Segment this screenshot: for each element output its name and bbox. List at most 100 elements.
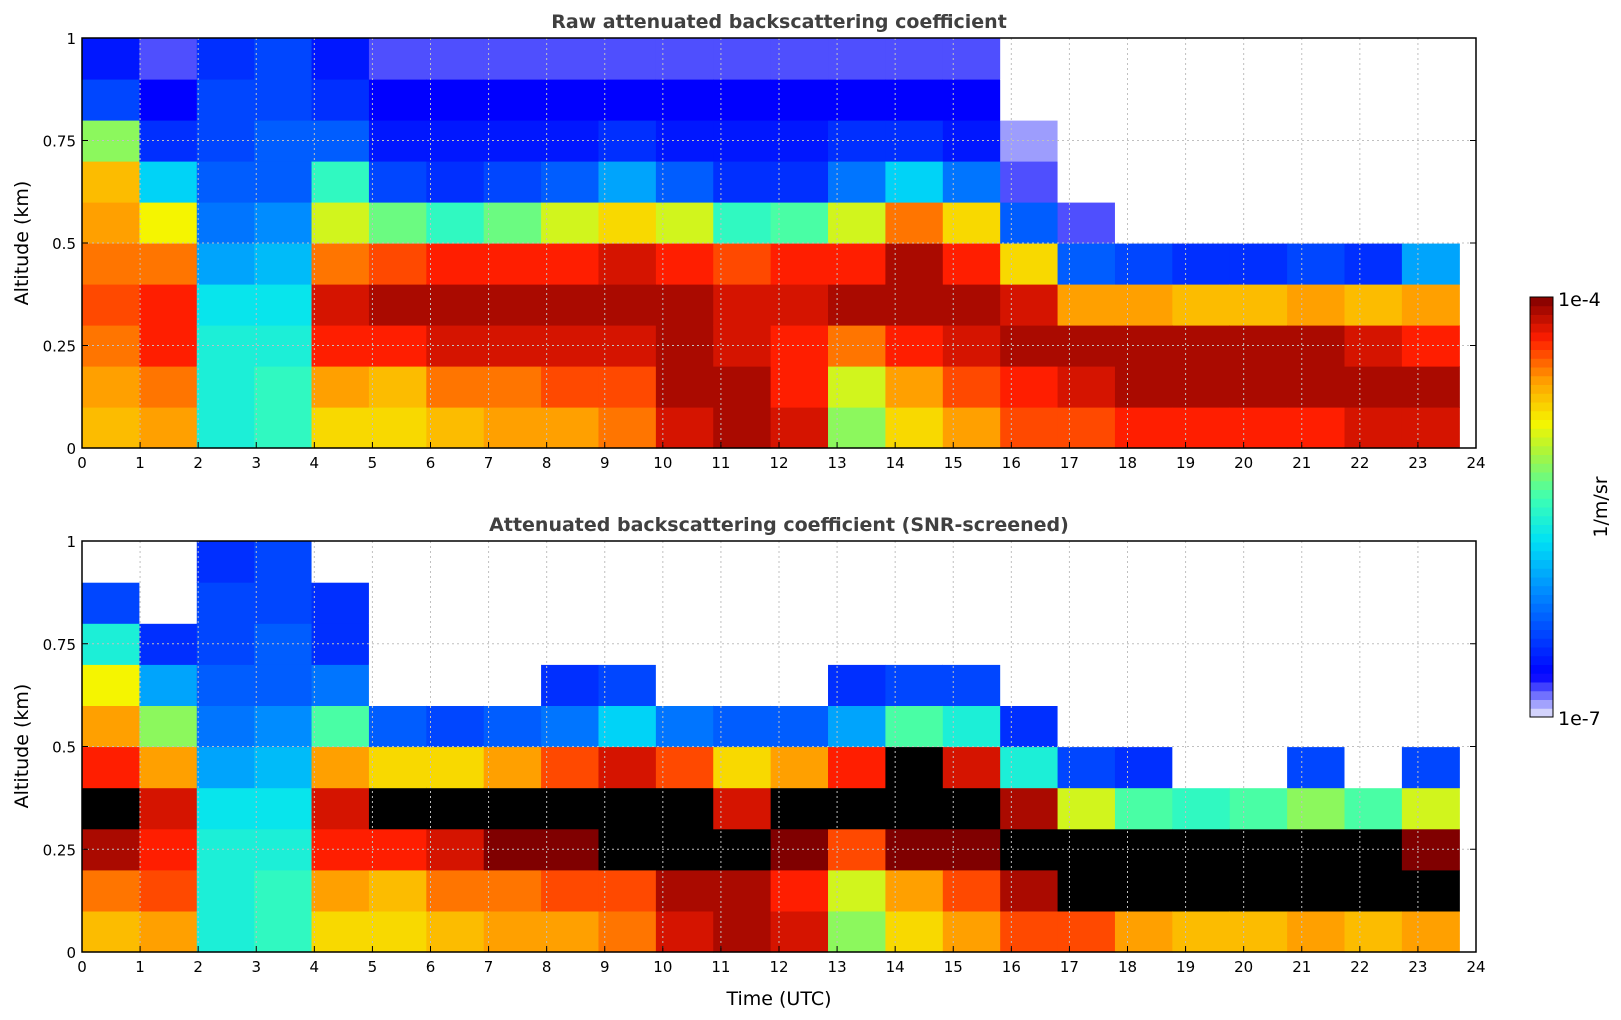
heatmap-cell xyxy=(426,541,485,583)
heatmap-cell xyxy=(196,284,255,326)
colorbar-segment xyxy=(1530,533,1553,543)
heatmap-cell xyxy=(254,284,313,326)
heatmap-cell xyxy=(82,79,140,121)
heatmap-cell xyxy=(1344,243,1403,285)
heatmap-cell xyxy=(483,407,542,449)
heatmap-cell xyxy=(1401,79,1460,121)
heatmap-cell xyxy=(1287,407,1346,449)
heatmap-cell xyxy=(1057,746,1116,789)
colorbar-segment xyxy=(1530,638,1553,648)
heatmap-cell xyxy=(368,869,427,912)
top-plot-title: Raw attenuated backscattering coefficien… xyxy=(551,11,1007,33)
heatmap-cell xyxy=(1172,202,1231,244)
heatmap-cell xyxy=(1000,910,1059,953)
heatmap-cell xyxy=(655,705,714,748)
heatmap-cell xyxy=(82,828,140,871)
colorbar-segment xyxy=(1530,323,1553,333)
heatmap-cell xyxy=(1172,582,1231,624)
heatmap-cell xyxy=(942,664,1001,706)
x-tick-label: 11 xyxy=(711,958,730,976)
heatmap-cell xyxy=(770,910,829,953)
heatmap-cell xyxy=(1172,407,1231,449)
heatmap-cell xyxy=(541,120,600,162)
heatmap-cell xyxy=(655,828,714,871)
heatmap-cell xyxy=(139,582,198,624)
heatmap-cell xyxy=(655,120,714,162)
colorbar-segment xyxy=(1530,708,1553,718)
heatmap-cell xyxy=(1172,541,1231,583)
y-tick-label: 1 xyxy=(66,533,76,551)
heatmap-cell xyxy=(196,787,255,830)
heatmap-cell xyxy=(1057,787,1116,830)
heatmap-cell xyxy=(426,407,485,449)
x-tick-label: 24 xyxy=(1466,958,1485,976)
heatmap-cell xyxy=(541,869,600,912)
heatmap-cell xyxy=(713,407,772,449)
heatmap-cell xyxy=(483,746,542,789)
heatmap-cell xyxy=(828,243,887,285)
heatmap-cell xyxy=(254,366,313,408)
heatmap-cell xyxy=(1057,79,1116,121)
colorbar-segment xyxy=(1530,445,1553,455)
heatmap-cell xyxy=(713,161,772,203)
x-tick-label: 24 xyxy=(1466,454,1485,472)
heatmap-cell xyxy=(82,407,140,449)
heatmap-cell xyxy=(368,284,427,326)
heatmap-cell xyxy=(1057,284,1116,326)
heatmap-cell xyxy=(1287,284,1346,326)
heatmap-cell xyxy=(713,243,772,285)
colorbar-unit-label: 1/m/sr xyxy=(1590,476,1612,537)
heatmap-cell xyxy=(541,910,600,953)
heatmap-cell xyxy=(1057,325,1116,367)
heatmap-cell xyxy=(1287,828,1346,871)
heatmap-cell xyxy=(770,541,829,583)
colorbar-segment xyxy=(1530,664,1553,674)
heatmap-cell xyxy=(311,243,370,285)
heatmap-cell xyxy=(942,79,1001,121)
heatmap-cell xyxy=(828,161,887,203)
heatmap-cell xyxy=(139,79,198,121)
colorbar-segment xyxy=(1530,419,1553,429)
heatmap-cell xyxy=(1000,664,1059,706)
colorbar-segment xyxy=(1530,314,1553,324)
heatmap-cell xyxy=(770,284,829,326)
heatmap-cell xyxy=(1401,746,1460,789)
heatmap-cell xyxy=(1229,664,1288,706)
heatmap-cell xyxy=(770,161,829,203)
plot-panel-screened: 0 1 2 3 4 5 6 7 8 9 10 11 12 13 14 15 16 17 18 19 20 21 22 23 24… xyxy=(43,533,1486,976)
heatmap-cell xyxy=(1172,746,1231,789)
x-tick-label: 4 xyxy=(310,454,320,472)
heatmap-cell xyxy=(311,664,370,706)
x-tick-label: 5 xyxy=(368,958,378,976)
colorbar-segment xyxy=(1530,297,1553,307)
heatmap-cell xyxy=(311,366,370,408)
heatmap-cell xyxy=(655,407,714,449)
heatmap-cell xyxy=(942,38,1001,80)
heatmap-cell xyxy=(254,746,313,789)
heatmap-cell xyxy=(1287,746,1346,789)
heatmap-cell xyxy=(1344,79,1403,121)
heatmap-cell xyxy=(655,582,714,624)
heatmap-cell xyxy=(713,869,772,912)
heatmap-cell xyxy=(655,161,714,203)
heatmap-cell xyxy=(311,407,370,449)
heatmap-cell xyxy=(1229,582,1288,624)
heatmap-cell xyxy=(82,664,140,706)
heatmap-cell xyxy=(311,541,370,583)
heatmap-cell xyxy=(483,79,542,121)
heatmap-cell xyxy=(1401,664,1460,706)
heatmap-cell xyxy=(483,284,542,326)
heatmap-cell xyxy=(1344,746,1403,789)
heatmap-cell xyxy=(1000,79,1059,121)
colorbar-segment xyxy=(1530,384,1553,394)
x-tick-label: 19 xyxy=(1176,958,1195,976)
heatmap-cell xyxy=(1114,582,1173,624)
heatmap-cell xyxy=(655,787,714,830)
heatmap-cell xyxy=(1287,787,1346,830)
x-tick-label: 4 xyxy=(310,958,320,976)
heatmap-cell xyxy=(1057,910,1116,953)
heatmap-cell xyxy=(655,243,714,285)
heatmap-cell xyxy=(254,79,313,121)
heatmap-cell xyxy=(1401,366,1460,408)
heatmap-cell xyxy=(311,202,370,244)
